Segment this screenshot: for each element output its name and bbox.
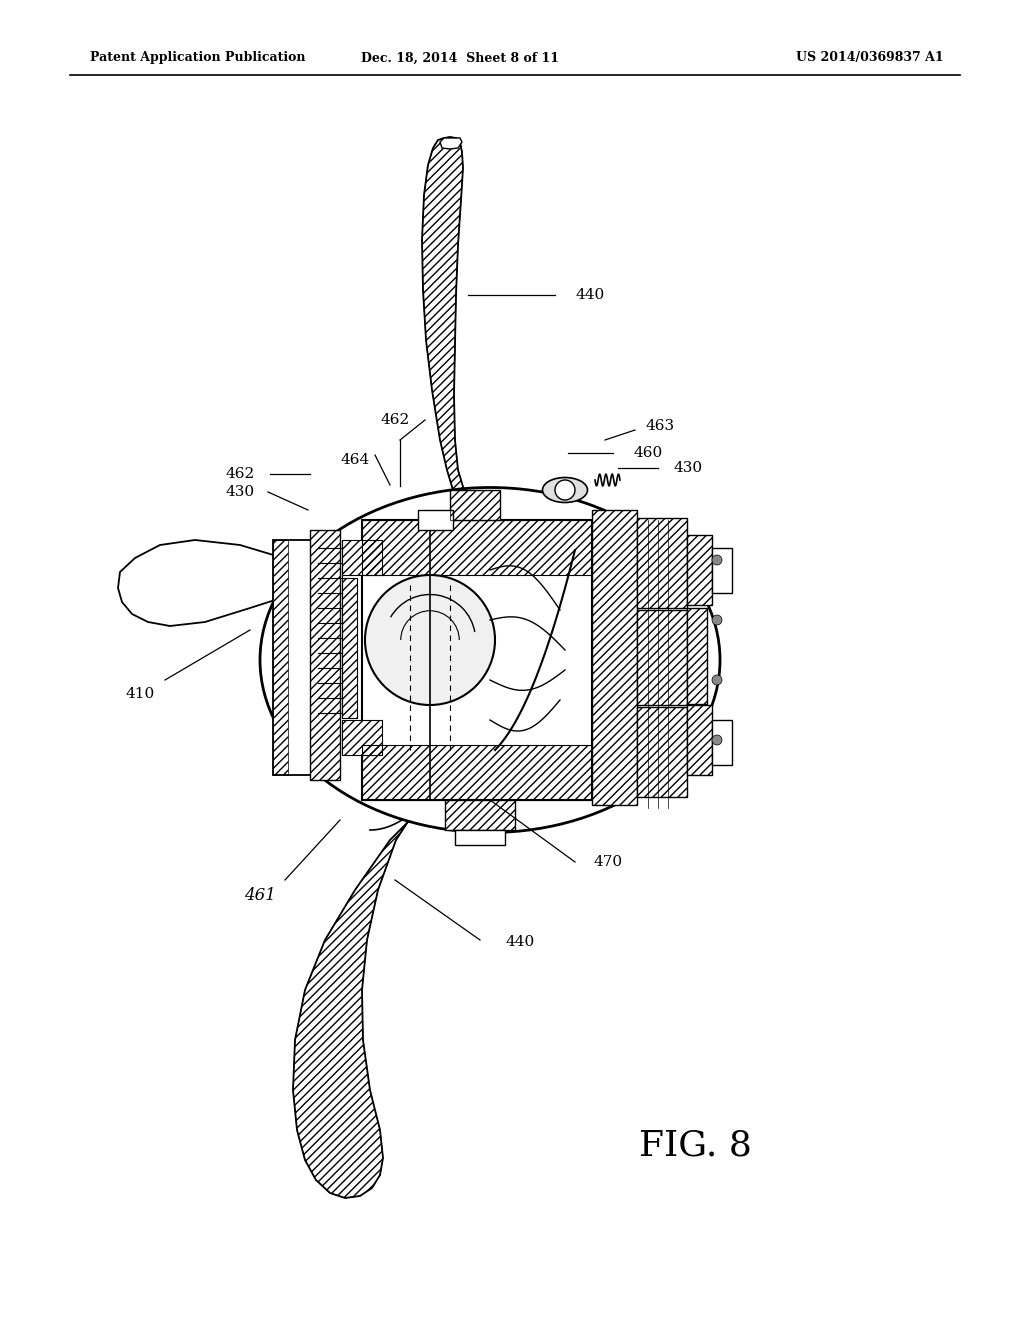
Text: 464: 464 <box>340 453 370 467</box>
Text: Patent Application Publication: Patent Application Publication <box>90 51 305 65</box>
Polygon shape <box>118 540 380 626</box>
Text: 430: 430 <box>225 484 255 499</box>
Bar <box>712 719 732 766</box>
Text: 440: 440 <box>575 288 604 302</box>
Text: 463: 463 <box>645 418 675 433</box>
Bar <box>637 708 687 797</box>
Bar <box>310 531 340 780</box>
Polygon shape <box>440 139 462 149</box>
Bar <box>418 510 453 531</box>
Bar <box>637 610 687 705</box>
Circle shape <box>712 615 722 624</box>
Bar <box>445 800 515 830</box>
Bar <box>637 610 687 705</box>
Bar <box>362 744 592 800</box>
Polygon shape <box>422 137 464 490</box>
Bar <box>687 705 712 775</box>
Bar <box>687 535 712 605</box>
Bar <box>273 540 288 775</box>
Text: 410: 410 <box>125 686 155 701</box>
Text: 430: 430 <box>674 461 702 475</box>
Bar <box>342 719 382 755</box>
Bar <box>450 490 500 520</box>
Bar <box>637 517 687 609</box>
Circle shape <box>555 480 575 500</box>
Bar <box>342 578 357 718</box>
Ellipse shape <box>260 487 720 833</box>
Bar <box>637 517 687 609</box>
Bar <box>273 540 311 775</box>
Circle shape <box>712 735 722 744</box>
Text: US 2014/0369837 A1: US 2014/0369837 A1 <box>797 51 944 65</box>
Text: 462: 462 <box>380 413 410 426</box>
Polygon shape <box>293 789 465 1199</box>
Bar <box>637 708 687 797</box>
Bar <box>342 578 357 718</box>
Bar <box>362 520 592 800</box>
Bar <box>687 705 712 775</box>
Text: FIG. 8: FIG. 8 <box>639 1129 752 1162</box>
Bar <box>445 800 515 830</box>
Text: Dec. 18, 2014  Sheet 8 of 11: Dec. 18, 2014 Sheet 8 of 11 <box>361 51 559 65</box>
Bar <box>687 535 712 605</box>
Text: 460: 460 <box>634 446 663 459</box>
Bar <box>687 609 707 704</box>
Bar <box>687 609 707 704</box>
Bar <box>342 540 382 576</box>
Bar <box>342 719 382 755</box>
Ellipse shape <box>543 478 588 503</box>
Bar <box>455 830 505 845</box>
Text: 440: 440 <box>506 935 535 949</box>
Bar <box>592 510 637 805</box>
Circle shape <box>712 554 722 565</box>
Bar <box>592 510 637 805</box>
Text: 462: 462 <box>225 467 255 480</box>
Bar <box>362 520 592 576</box>
Text: 470: 470 <box>594 855 623 869</box>
Bar <box>450 490 500 520</box>
Bar <box>310 531 340 780</box>
Circle shape <box>712 675 722 685</box>
Circle shape <box>365 576 495 705</box>
Bar <box>712 548 732 593</box>
Text: 461: 461 <box>244 887 275 903</box>
Bar <box>342 540 382 576</box>
